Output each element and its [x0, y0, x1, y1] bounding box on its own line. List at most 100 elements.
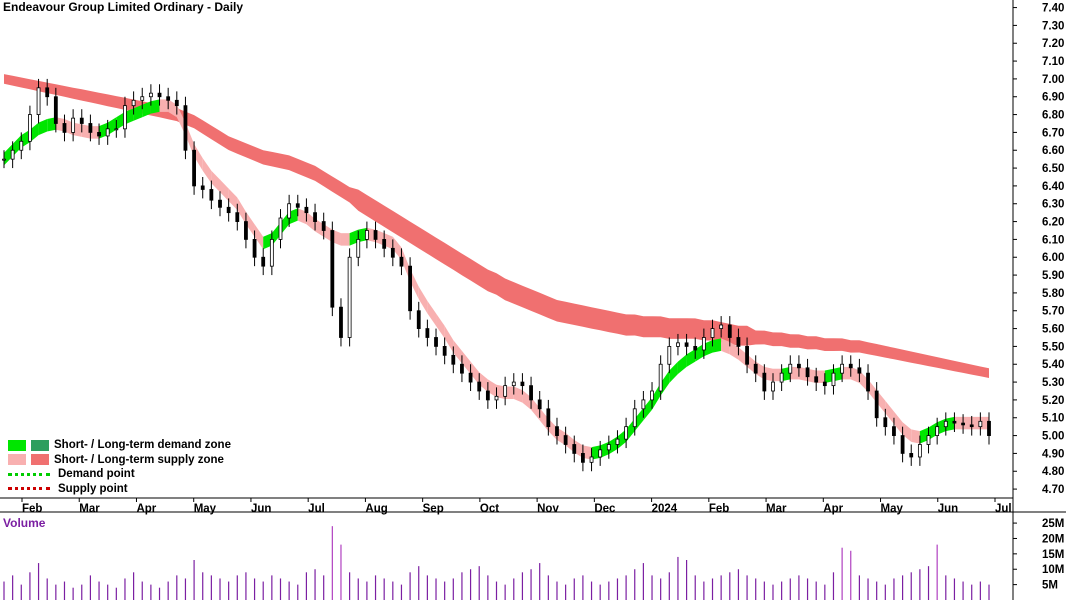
short-term-band-segment [522, 390, 532, 410]
short-term-band-segment [358, 227, 367, 243]
y-tick-label: 6.60 [1042, 145, 1064, 157]
candle-body [848, 363, 853, 369]
candle-body [19, 140, 24, 151]
short-term-band-segment [297, 208, 307, 225]
short-term-band-segment [833, 366, 843, 382]
candle-body [10, 149, 15, 160]
short-term-band-segment [548, 418, 557, 441]
legend-demand-zone: Short- / Long-term demand zone [8, 438, 231, 453]
short-term-band-segment [531, 397, 540, 421]
candle-body [313, 212, 317, 222]
candle-body [174, 99, 179, 107]
y-tick-label: 5.60 [1042, 324, 1064, 336]
y-tick-label: 6.10 [1042, 234, 1064, 246]
candle-body [762, 372, 767, 392]
candle-body [814, 376, 819, 383]
candle-body [183, 105, 188, 151]
candle-body [148, 92, 153, 98]
candle-body [537, 399, 542, 410]
candle-body [460, 363, 464, 374]
x-tick-label: Jun [251, 503, 271, 515]
x-tick-label: Feb [709, 503, 729, 515]
y-tick-label: 6.90 [1042, 92, 1064, 104]
short-term-band-segment [289, 208, 298, 225]
short-term-band-segment [868, 379, 877, 403]
legend-supply-zone: Short- / Long-term supply zone [8, 453, 231, 468]
candle-body [79, 117, 84, 124]
volume-tick-label: 5M [1042, 580, 1058, 592]
short-term-band-segment [626, 418, 635, 442]
short-term-band-segment [721, 338, 730, 355]
candle-body [425, 328, 430, 338]
short-term-band-segment [64, 119, 74, 136]
y-tick-label: 5.90 [1042, 270, 1064, 282]
candle-body [581, 453, 585, 463]
candle-body [304, 206, 309, 214]
candle-body [511, 381, 516, 387]
candle-body [485, 390, 490, 401]
x-tick-label: Oct [480, 503, 499, 515]
x-tick-label: 2024 [652, 503, 678, 515]
x-tick-label: Jul [308, 503, 325, 515]
candle-body [97, 132, 101, 137]
short-term-band-segment [565, 432, 575, 453]
short-term-band-segment [211, 170, 221, 193]
legend-long-supply-swatch [31, 454, 49, 466]
candle-body [520, 381, 525, 387]
candle-body [572, 444, 577, 454]
x-tick-label: Jun [938, 503, 958, 515]
candle-body [373, 230, 378, 240]
short-term-band-segment [911, 429, 920, 444]
candle-body [874, 390, 879, 419]
short-term-band-segment [755, 361, 765, 380]
y-tick-label: 5.70 [1042, 306, 1064, 318]
short-term-band-segment [410, 268, 419, 300]
legend-demand-point-label: Demand point [58, 468, 135, 480]
short-term-band-segment [99, 122, 108, 139]
short-term-band-segment [971, 416, 981, 430]
candle-body [952, 420, 957, 424]
short-term-band-segment [643, 397, 653, 421]
candle-body [339, 306, 343, 338]
candle-body [442, 346, 447, 356]
short-term-band-segment [660, 370, 670, 396]
short-term-band-segment [461, 350, 471, 375]
y-tick-label: 6.30 [1042, 199, 1064, 211]
candle-body [166, 96, 171, 101]
y-tick-label: 7.40 [1042, 3, 1064, 15]
candle-body [831, 372, 836, 387]
candle-body [935, 426, 940, 436]
y-tick-label: 6.80 [1042, 110, 1064, 122]
candle-body [382, 239, 387, 249]
short-term-band-segment [315, 218, 324, 237]
candle-body [434, 337, 438, 347]
candle-body [710, 328, 715, 338]
short-term-band-segment [245, 211, 255, 237]
legend-demand-point: Demand point [8, 467, 231, 482]
short-term-band-segment [850, 366, 860, 383]
candle-body [866, 372, 870, 392]
short-term-band-segment [116, 111, 125, 130]
short-term-band-segment [340, 233, 350, 246]
volume-tick-label: 25M [1042, 518, 1064, 530]
short-term-band-segment [150, 99, 160, 114]
y-tick-label: 6.00 [1042, 252, 1064, 264]
candle-body [555, 426, 559, 436]
short-term-band-segment [764, 366, 773, 382]
candle-body [468, 372, 473, 383]
short-term-band-segment [842, 366, 851, 380]
candle-body [598, 449, 603, 458]
candle-body [727, 324, 732, 338]
legend-supply-zone-label: Short- / Long-term supply zone [54, 453, 224, 466]
short-term-band-segment [600, 441, 609, 458]
short-term-band-segment [556, 427, 566, 446]
candle-body [364, 230, 369, 240]
candle-body [235, 212, 240, 222]
legend-supply-point: Supply point [8, 482, 231, 497]
short-term-band-segment [738, 347, 748, 367]
y-tick-label: 5.30 [1042, 377, 1064, 389]
candle-body [287, 203, 292, 219]
candle-body [840, 363, 845, 374]
short-term-band-segment [859, 370, 869, 392]
